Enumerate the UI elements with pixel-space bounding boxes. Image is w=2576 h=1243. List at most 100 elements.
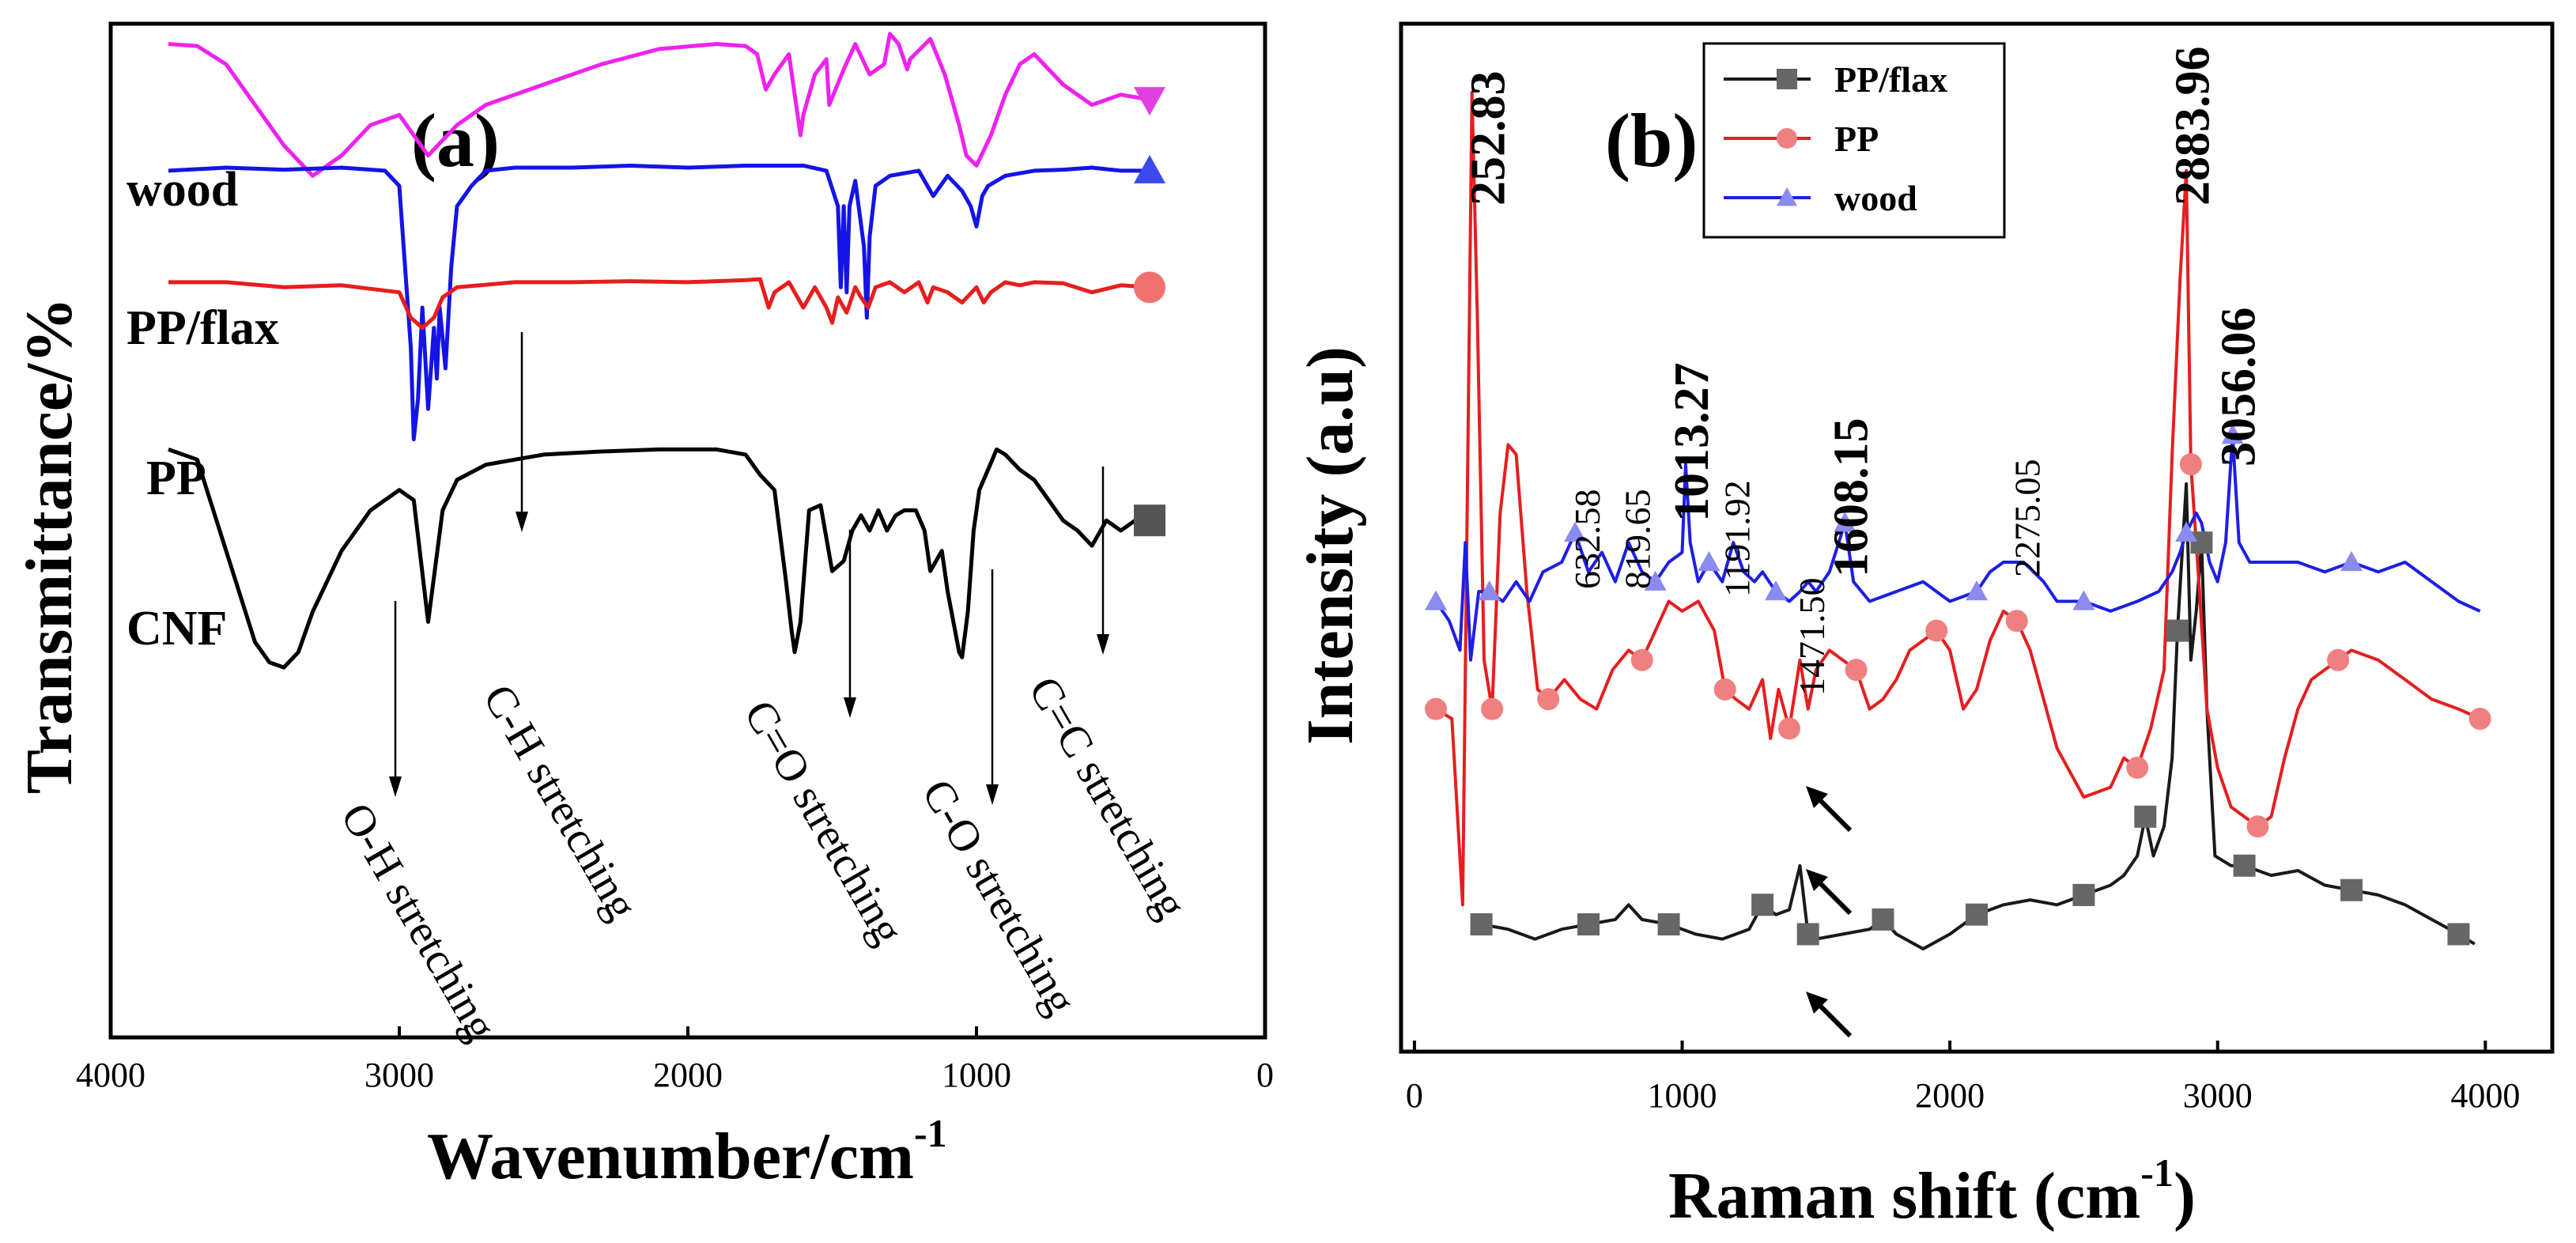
panel-b-series-pp-marker — [1925, 619, 1948, 642]
panel-b-x-ticks: 0 1000 2000 3000 4000 — [1406, 1041, 2520, 1115]
panel-b-label: (b) — [1605, 98, 1698, 183]
panel-b-series-pp-flax-marker — [2447, 923, 2470, 946]
panel-a-annotation-arrowhead-3 — [844, 697, 856, 718]
panel-b-series-wood-marker — [1966, 580, 1988, 601]
panel-b-legend-label-wood: wood — [1834, 178, 1917, 218]
panel-b-plot-frame — [1399, 21, 2555, 1054]
panel-b-peak-label-1608-15: 1608.15 — [1824, 418, 1878, 578]
panel-a-annotation-arrowhead-5 — [1097, 634, 1109, 655]
panel-b-series-pp-marker — [2246, 815, 2269, 838]
panel-b-xlabel-main: Raman shift (cm — [1668, 1159, 2140, 1233]
panel-b-series-wood-marker — [2175, 521, 2198, 542]
panel-b-xlabel: Raman shift (cm-1) — [1668, 1150, 2196, 1233]
panel-a-annotation-arrowhead-4 — [986, 784, 999, 805]
panel-a-series-cnf-line — [168, 447, 1150, 670]
panel-b-series-pp-flax-marker — [1470, 913, 1493, 936]
panel-b-series-pp-marker — [1777, 717, 1800, 740]
panel-b-peak-label-1191-92: 1191.92 — [1717, 480, 1758, 597]
panel-b-peak-label-2275-05: 2275.05 — [2007, 459, 2047, 578]
panel-b-series-pp-marker — [2468, 708, 2491, 731]
panel-a-series-pp-line — [168, 277, 1150, 331]
panel-a-series-labels: wood PP/flax PP CNF — [127, 163, 279, 656]
panel-b-series-pp-marker — [1537, 688, 1560, 711]
panel-b-series-pp-flax-marker — [1796, 923, 1819, 946]
panel-a-xlabel-main: Wavenumber/cm — [427, 1120, 914, 1193]
panel-b-arrowhead-2 — [1806, 869, 1828, 891]
panel-b-series-pp-flax-marker — [2233, 854, 2256, 877]
panel-b-series-wood-marker — [1644, 570, 1667, 591]
panel-b-series-pp-marker — [2179, 453, 2202, 476]
panel-b-legend-marker-pp — [1777, 128, 1797, 149]
panel-b-series-wood-marker — [1834, 512, 1856, 532]
panel-b-series-wood-marker — [1564, 521, 1587, 542]
panel-a-series-wood-line — [168, 32, 1150, 178]
panel-b-legend-marker-pp-flax — [1777, 69, 1797, 89]
panel-b-series-pp-marker — [2005, 610, 2028, 633]
panel-b-series-wood-marker — [1425, 590, 1448, 610]
panel-b-peak-label-252-83: 252.83 — [1462, 71, 1516, 206]
panel-b-series-pp-flax-marker — [1966, 903, 1988, 926]
panel-a-label: (a) — [411, 98, 500, 183]
panel-a-xtick-label-0: 0 — [1256, 1056, 1274, 1094]
panel-b-series-pp-flax-marker — [2340, 878, 2363, 901]
panel-b-series-pp-flax-marker — [2072, 883, 2095, 906]
panel-b-legend-box — [1702, 42, 2006, 239]
panel-b-legend-marker-wood — [1777, 187, 1797, 206]
panel-b-markers-group — [1425, 424, 2491, 946]
panel-b-peak-label-819-65: 819.65 — [1617, 489, 1657, 590]
panel-b-series-pp-marker — [1845, 659, 1868, 682]
panel-a-plot-frame — [108, 21, 1267, 1040]
panel-a-xlabel-sup: -1 — [914, 1111, 947, 1155]
panel-b-legend-label-pp: PP — [1834, 119, 1879, 159]
panel-b-xtick-label-4000: 4000 — [2450, 1076, 2520, 1115]
panel-a-series-label-wood: wood — [127, 163, 238, 217]
panel-b-series-pp-marker — [1481, 697, 1504, 720]
panel-b-series-wood-marker — [2072, 590, 2095, 610]
panel-b-peak-label-1471-50: 1471.50 — [1792, 578, 1832, 697]
panel-b-legend-label-pp-flax: PP/flax — [1834, 59, 1947, 100]
panel-b-xtick-label-2000: 2000 — [1915, 1076, 1985, 1115]
panel-b-xtick-label-1000: 1000 — [1648, 1076, 1717, 1115]
panel-a-series-pp-marker — [1134, 271, 1165, 304]
panel-b-peak-label-632-58: 632.58 — [1567, 489, 1607, 590]
panel-b-series-pp-flax-marker — [1577, 913, 1600, 936]
panel-b-series-pp-line — [1434, 90, 2481, 907]
panel-a-annotation-arrowhead-2 — [516, 512, 528, 532]
panel-b-series-pp-marker — [1630, 648, 1653, 671]
panel-b-xtick-label-3000: 3000 — [2183, 1076, 2253, 1115]
panel-a-xtick-label-4000: 4000 — [76, 1056, 145, 1094]
panel-b-arrowhead-3 — [1806, 992, 1828, 1014]
panel-b-series-pp-marker — [1713, 678, 1736, 701]
panel-b-legend: PP/flax PP wood — [1702, 42, 2006, 239]
panel-b-series-pp-flax-marker — [2134, 805, 2157, 828]
panel-b-peak-label-1013-27: 1013.27 — [1665, 363, 1719, 523]
panel-b-peak-label-2883-96: 2883.96 — [2166, 47, 2219, 206]
panel-b-arrows — [1806, 786, 1853, 1038]
panel-a-xtick-label-1000: 1000 — [942, 1056, 1011, 1094]
panel-a-annotation-o-h-stretching: O-H stretching — [331, 795, 506, 1049]
panel-a-series-wood-marker — [1134, 87, 1165, 116]
panel-b-series-pp-flax-marker — [1657, 913, 1680, 936]
panel-b-series-pp-marker — [1425, 697, 1448, 720]
panel-a-xtick-label-3000: 3000 — [364, 1056, 434, 1094]
panel-a-annotation-arrowhead-1 — [389, 776, 402, 797]
panel-b-series-pp-flax-marker — [2190, 531, 2213, 554]
panel-b-series-pp-flax-marker — [1751, 894, 1774, 916]
panel-b-xtick-label-0: 0 — [1406, 1076, 1423, 1115]
panel-a-xlabel: Wavenumber/cm-1 — [427, 1111, 947, 1193]
panel-b-series-wood-marker — [2340, 550, 2363, 572]
panel-a-series-label-pp-flax: PP/flax — [127, 301, 279, 355]
panel-a-annotation-c-o-stretching: C-O stretching — [912, 772, 1086, 1023]
panel-a-x-ticks: 4000 3000 2000 1000 0 — [76, 1026, 1274, 1094]
panel-a-series-pp-flax-marker — [1134, 154, 1165, 183]
panel-a-series-pp-flax-line — [168, 164, 1150, 442]
panel-b-series-pp-flax-marker — [1872, 908, 1894, 931]
panel-a-annotation-c-c-stretching: C=C stretching — [1019, 669, 1196, 927]
panel-a-annotation-c-h-stretching: C-H stretching — [474, 677, 647, 928]
panel-a-xtick-label-2000: 2000 — [653, 1056, 723, 1094]
